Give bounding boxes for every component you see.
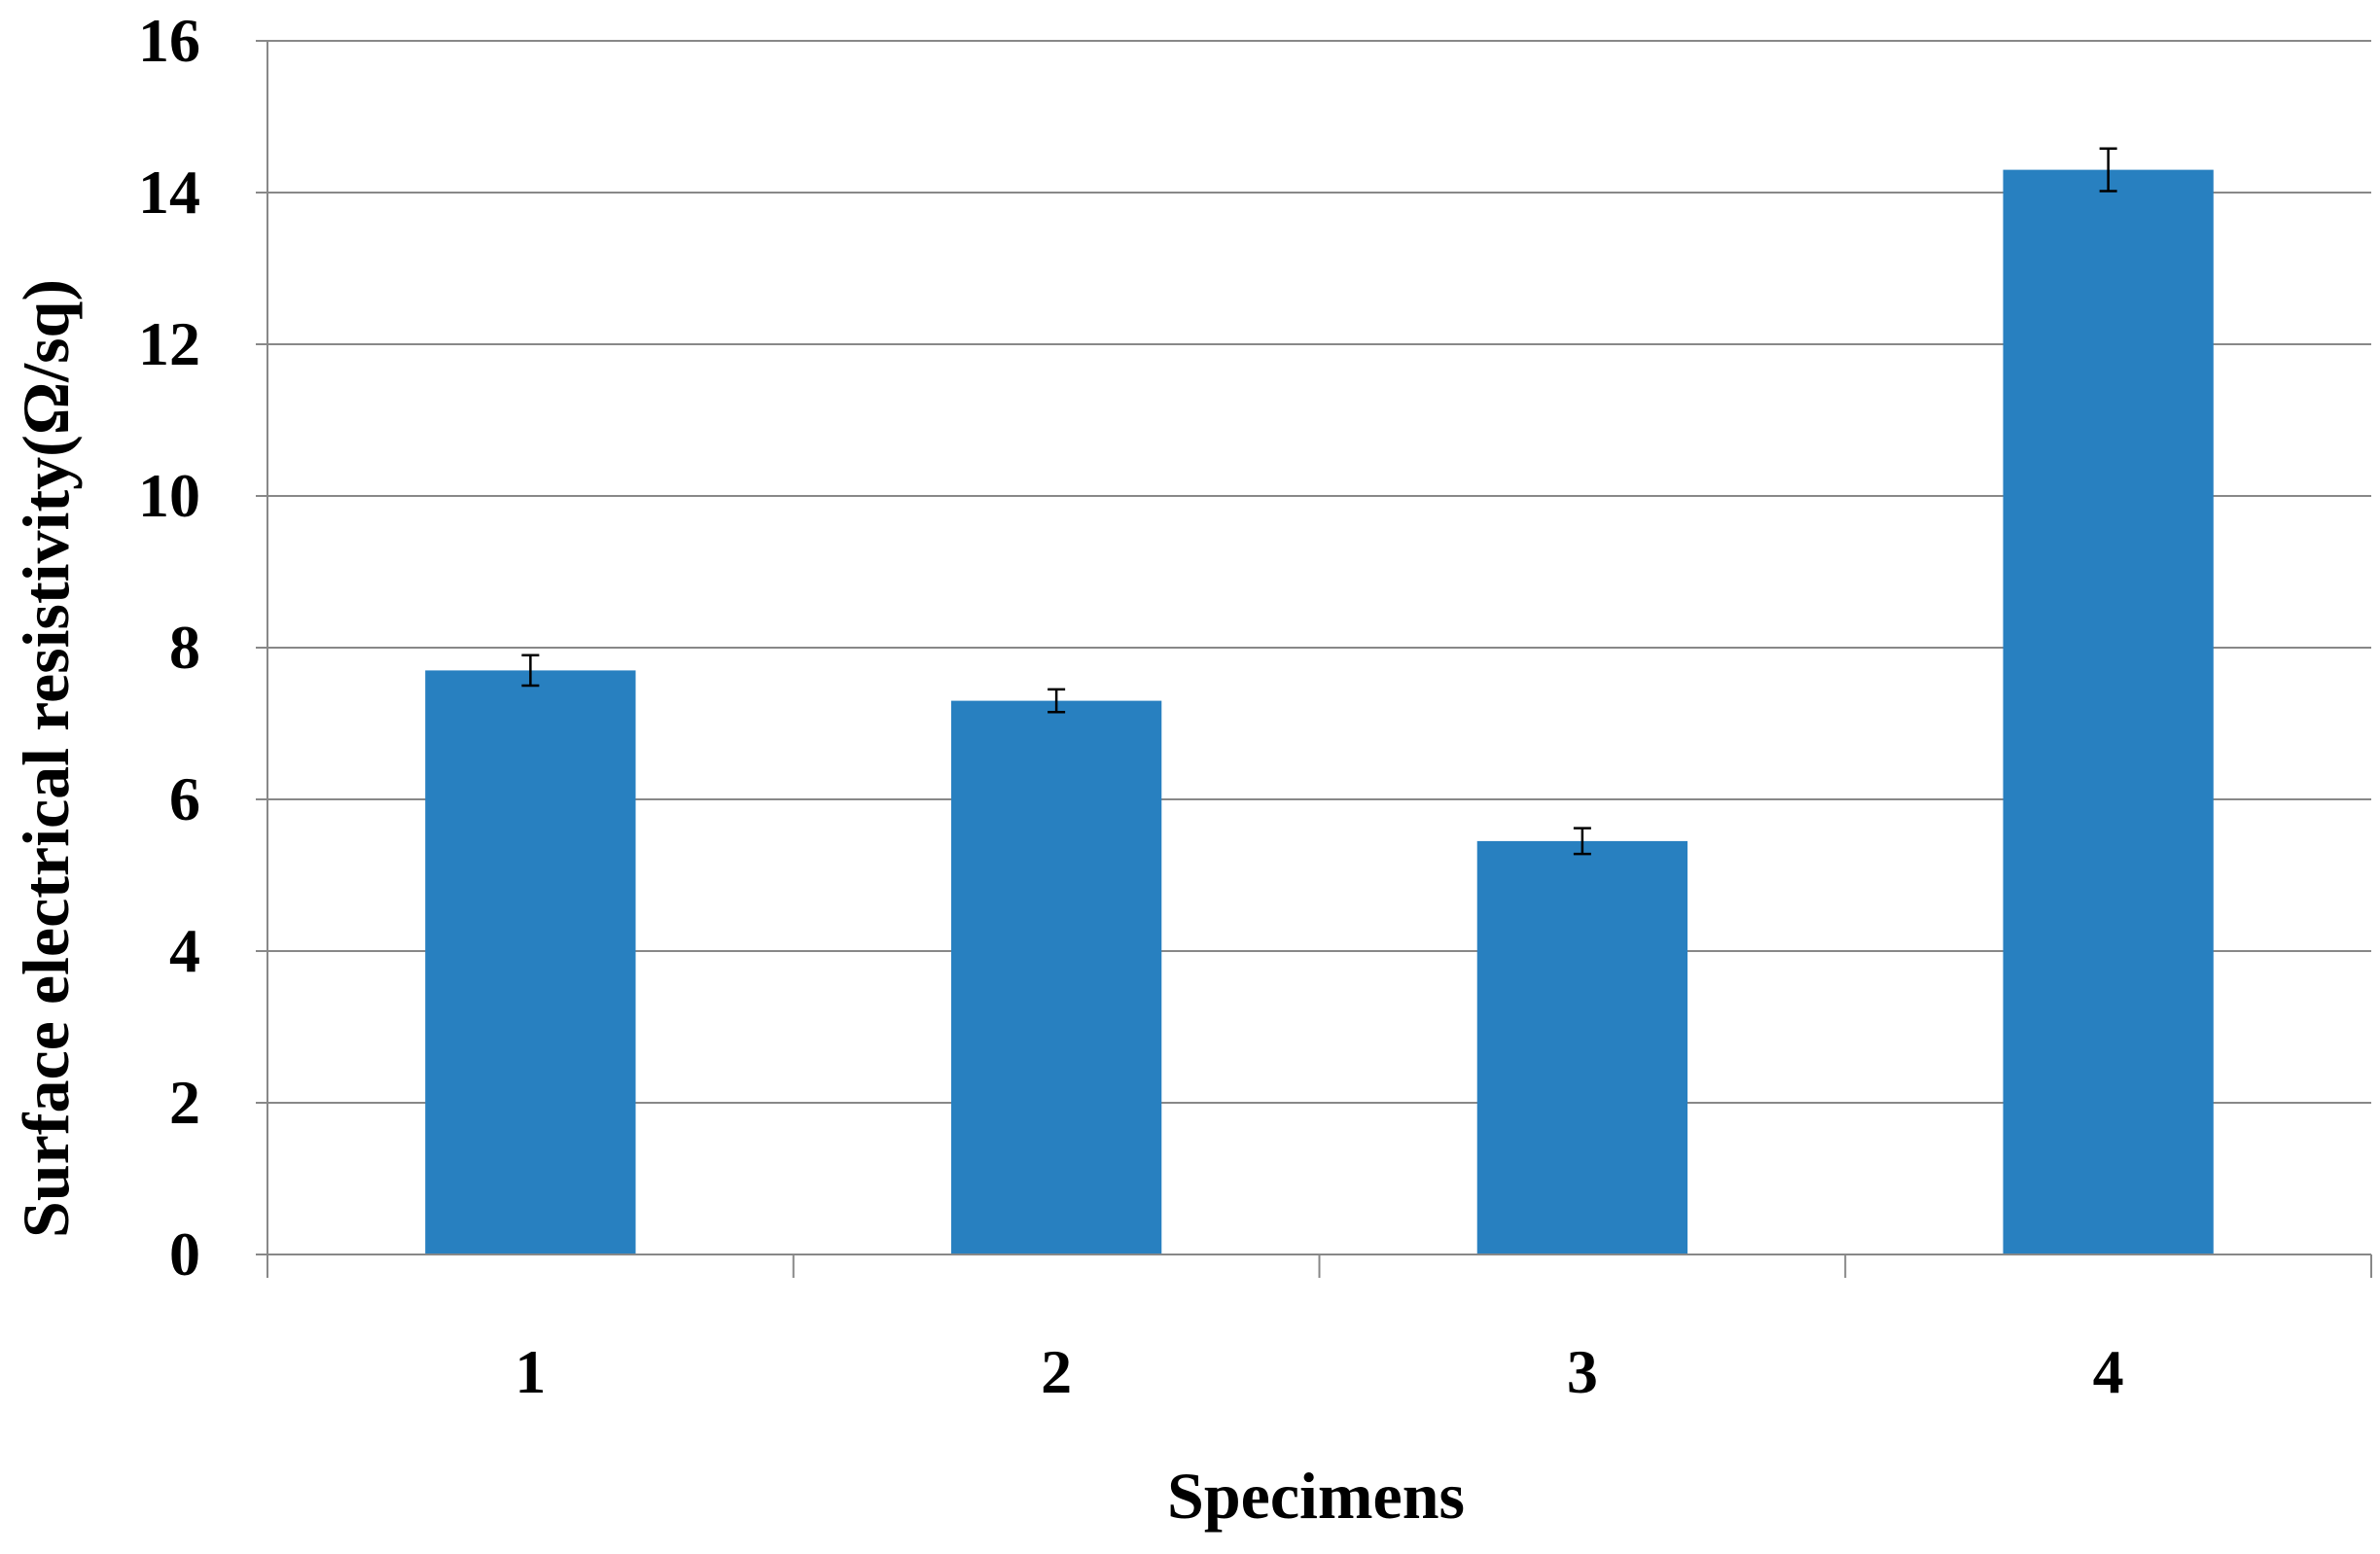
y-tick-label: 8 (169, 613, 200, 682)
y-tick-label: 10 (138, 461, 200, 530)
x-tick-labels: 1 2 3 4 (515, 1337, 2123, 1406)
y-tick-label: 2 (169, 1068, 200, 1137)
bar (2003, 169, 2214, 1255)
y-tick-label: 6 (169, 764, 200, 833)
y-tick-label: 12 (138, 309, 200, 378)
bar (425, 670, 636, 1254)
y-tick-label: 4 (169, 916, 200, 985)
bar (1476, 840, 1688, 1254)
x-tick-label: 3 (1567, 1337, 1598, 1406)
x-tick-label: 2 (1041, 1337, 1072, 1406)
y-tick-label: 0 (169, 1219, 200, 1289)
error-bars (521, 147, 2117, 856)
y-tick-label: 16 (138, 6, 200, 75)
y-tick-label: 14 (138, 158, 200, 227)
axes (256, 40, 2372, 1278)
y-axis-title: Surface electrical resistivity(Ω/sq) (9, 279, 83, 1238)
x-tick-label: 1 (515, 1337, 546, 1406)
bars (425, 169, 2214, 1255)
y-tick-labels: 0 2 4 6 8 10 12 14 16 (138, 6, 200, 1289)
x-tick-label: 4 (2093, 1337, 2124, 1406)
x-axis-title: Specimens (1167, 1459, 1465, 1533)
bar (950, 700, 1162, 1254)
